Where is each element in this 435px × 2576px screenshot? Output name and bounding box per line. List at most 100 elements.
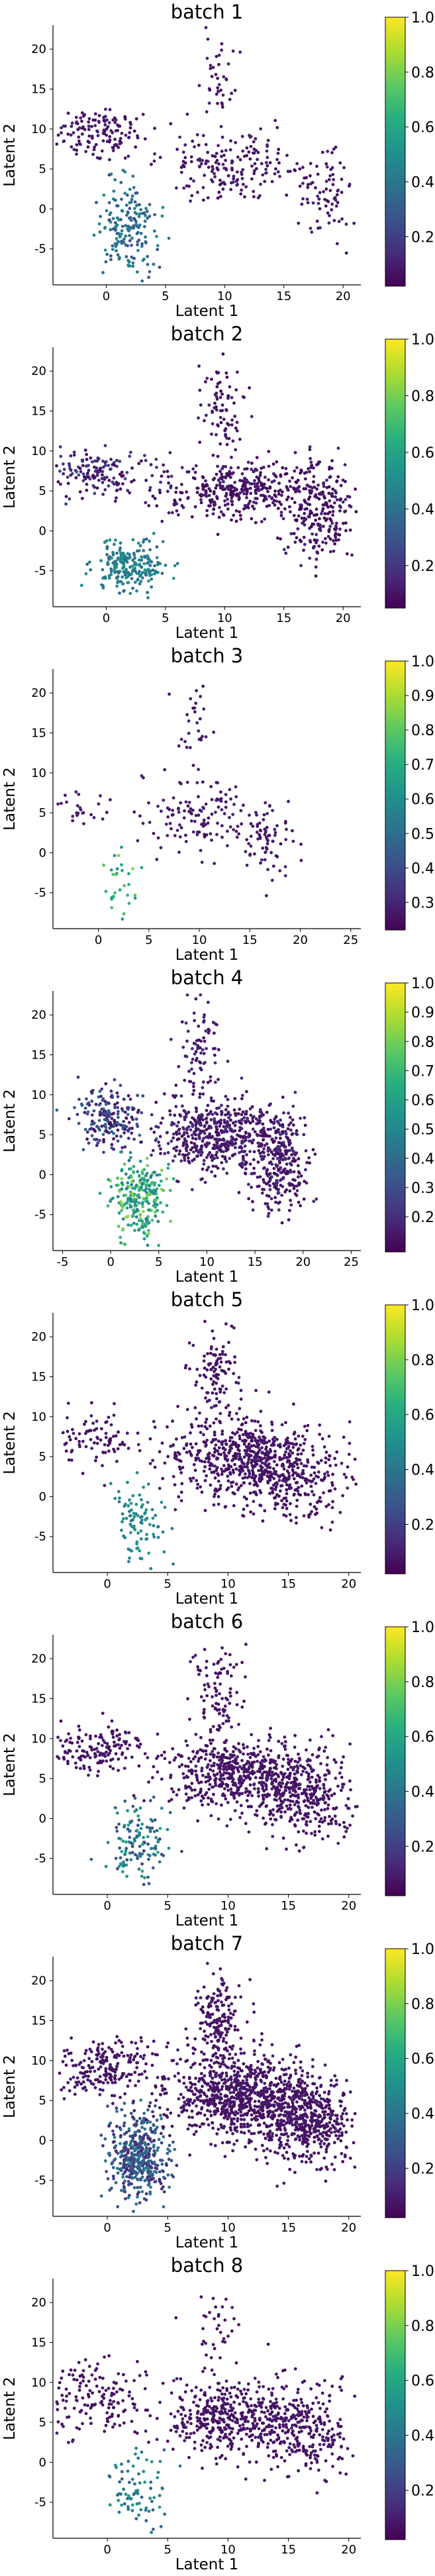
data-point [106,1841,110,1845]
y-tick-label: 5 [39,806,46,820]
data-point [146,1835,150,1839]
data-point [134,1117,138,1121]
data-point [328,1528,332,1532]
data-point [140,1505,144,1509]
data-point [137,462,141,466]
data-point [332,219,336,223]
data-point [122,237,126,241]
data-point [253,1465,257,1468]
data-point [223,1453,227,1457]
y-tick-label: 0 [39,202,46,216]
data-point [142,211,146,215]
data-point [128,234,132,237]
data-point [133,218,137,221]
data-point [324,162,328,166]
data-point [123,1243,127,1247]
data-point [215,1121,219,1125]
data-point [293,1178,297,1182]
data-point [205,833,209,837]
y-tick-label: 20 [31,42,46,56]
data-point [101,1133,105,1136]
data-point [92,816,96,819]
data-point [227,1116,230,1119]
data-point [132,478,136,482]
data-point [252,1158,256,1162]
x-tick-label: 10 [192,933,207,947]
data-point [220,392,224,396]
data-point [245,154,248,158]
data-point [269,1160,273,1164]
data-point [184,833,187,837]
data-point [253,1130,257,1133]
data-point [283,874,287,878]
data-point [316,460,320,464]
data-point [109,1765,112,1769]
data-point [105,460,108,464]
data-point [184,800,188,804]
data-point [280,493,283,497]
data-point [354,1482,358,1486]
data-point [66,111,70,115]
data-point [324,519,328,523]
data-point [331,1472,334,1476]
data-point [348,1441,352,1445]
data-point [201,780,205,784]
data-point [217,805,220,809]
data-point [210,1440,213,1444]
data-point [211,422,215,426]
data-point [226,174,230,178]
data-point [229,1481,233,1484]
data-point [126,258,130,262]
data-point [252,1747,256,1750]
data-point [122,1098,126,1101]
data-point [153,213,157,217]
data-point [113,121,117,125]
data-point [225,376,229,379]
data-point [286,1436,289,1440]
data-point [314,1507,318,1511]
data-point [220,1353,224,1356]
data-point [72,1431,75,1435]
data-point [295,1133,299,1137]
data-point [286,1136,289,1140]
y-tick-label: 15 [31,726,46,740]
data-point [193,1042,197,1046]
data-point [303,1464,306,1468]
data-point [269,1197,273,1201]
data-point [255,1122,258,1125]
data-point [78,1445,81,1449]
data-point [327,491,331,495]
data-point [232,1454,235,1458]
data-point [154,1214,158,1218]
data-point [172,1147,176,1151]
data-point [122,1162,126,1166]
data-point [109,458,113,461]
data-point [118,472,122,476]
data-point [242,507,246,511]
data-point [195,1109,198,1113]
data-point [200,1424,203,1428]
data-point [251,504,254,508]
data-point [209,1096,213,1100]
data-point [206,1352,209,1356]
x-tick-label: 10 [220,1577,236,1591]
data-point [309,1484,313,1488]
data-point [103,576,107,580]
data-point [293,469,297,473]
data-point [243,476,246,480]
data-point [217,162,220,166]
data-point [135,232,139,236]
data-point [85,452,89,456]
data-point [284,1496,288,1500]
data-point [254,1117,258,1121]
data-point [83,1111,87,1114]
data-point [220,48,223,52]
data-point [325,501,328,505]
data-point [81,114,85,118]
data-point [263,517,267,521]
data-point [223,1157,227,1161]
data-point [198,388,202,392]
data-point [141,1094,145,1098]
data-point [199,1068,203,1072]
data-point [70,145,73,149]
